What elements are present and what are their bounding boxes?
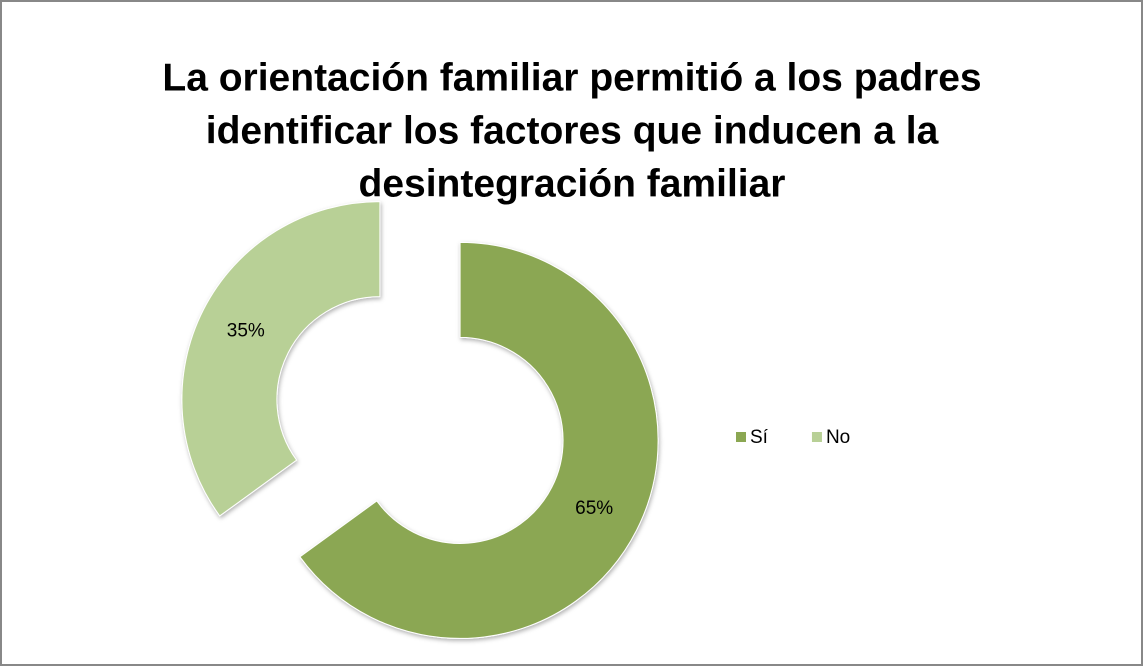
data-label: 35% [227,320,265,341]
chart-title: La orientación familiar permitió a los p… [162,56,981,99]
donut-slice [299,241,659,639]
legend-swatch [811,432,822,442]
donut-slice [181,201,381,517]
data-label: 65% [575,498,613,519]
legend-label: Sí [750,427,769,448]
chart-title: identificar los factores que inducen a l… [206,109,939,152]
legend-label: No [826,427,850,448]
legend-swatch [736,432,746,442]
chart-title: desintegración familiar [359,162,786,205]
